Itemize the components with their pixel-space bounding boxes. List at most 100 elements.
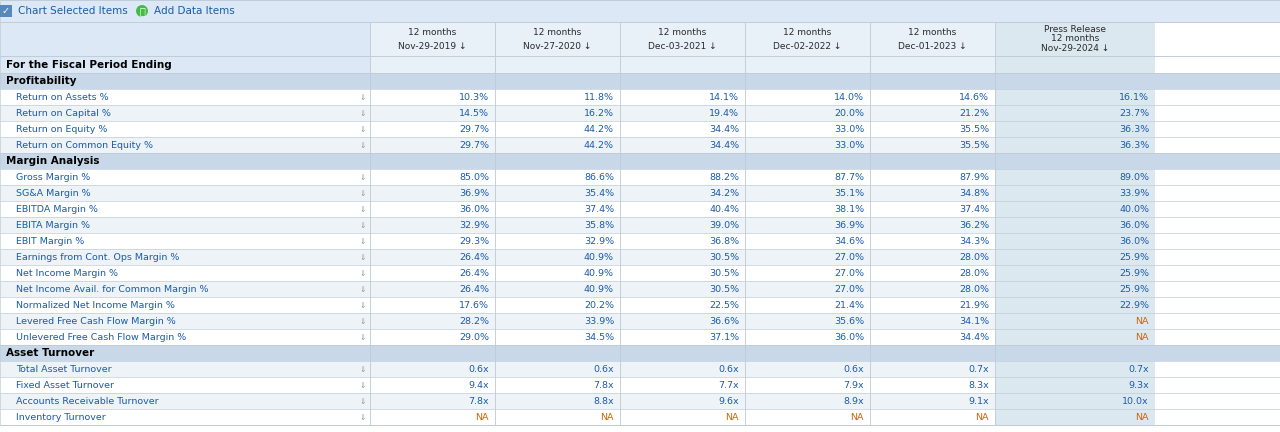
Bar	[0, 265, 349, 281]
Text: Levered Free Cash Flow Margin %: Levered Free Cash Flow Margin %	[15, 317, 175, 325]
Bar	[0, 153, 1280, 169]
Text: 8.8x: 8.8x	[594, 397, 614, 406]
Text: 0.6x: 0.6x	[844, 365, 864, 374]
Text: 29.3%: 29.3%	[458, 236, 489, 245]
Text: ⇓: ⇓	[360, 140, 366, 149]
Text: 25.9%: 25.9%	[1119, 269, 1149, 277]
Bar	[349, 393, 370, 409]
Bar	[0, 201, 349, 217]
Text: Return on Equity %: Return on Equity %	[15, 124, 108, 133]
Text: 34.4%: 34.4%	[959, 333, 989, 342]
Text: Fixed Asset Turnover: Fixed Asset Turnover	[15, 381, 114, 390]
Text: Gross Margin %: Gross Margin %	[15, 172, 91, 181]
Text: NA: NA	[726, 413, 739, 422]
Bar	[370, 22, 495, 56]
Text: 28.0%: 28.0%	[959, 269, 989, 277]
Bar	[0, 329, 349, 345]
Text: 27.0%: 27.0%	[835, 269, 864, 277]
Bar	[370, 105, 495, 121]
Text: 28.0%: 28.0%	[959, 252, 989, 261]
Bar	[0, 137, 349, 153]
Text: 25.9%: 25.9%	[1119, 285, 1149, 293]
Bar	[349, 249, 370, 265]
Bar	[995, 409, 1155, 425]
Text: 30.5%: 30.5%	[709, 269, 739, 277]
Bar	[0, 377, 349, 393]
Text: 85.0%: 85.0%	[460, 172, 489, 181]
Bar	[349, 137, 370, 153]
Bar	[745, 137, 870, 153]
Text: 9.3x: 9.3x	[1128, 381, 1149, 390]
Bar	[349, 329, 370, 345]
Bar	[995, 361, 1155, 377]
Text: 40.9%: 40.9%	[584, 252, 614, 261]
Bar	[495, 169, 620, 185]
Bar	[495, 89, 620, 105]
Text: 36.9%: 36.9%	[458, 188, 489, 197]
Bar	[995, 297, 1155, 313]
Text: 44.2%: 44.2%	[584, 140, 614, 149]
Bar	[745, 233, 870, 249]
Text: 26.4%: 26.4%	[460, 285, 489, 293]
Text: 9.1x: 9.1x	[969, 397, 989, 406]
Text: ⇓: ⇓	[360, 124, 366, 133]
Bar	[0, 409, 349, 425]
Text: Dec-02-2022 ↓: Dec-02-2022 ↓	[773, 42, 842, 51]
Bar	[495, 281, 620, 297]
Text: 32.9%: 32.9%	[584, 236, 614, 245]
Bar	[870, 169, 995, 185]
Text: 21.4%: 21.4%	[835, 301, 864, 309]
Bar	[349, 201, 370, 217]
Bar	[995, 393, 1155, 409]
Bar	[0, 89, 349, 105]
Text: 36.0%: 36.0%	[1119, 236, 1149, 245]
Bar	[0, 313, 349, 329]
Bar	[745, 377, 870, 393]
Text: 35.6%: 35.6%	[833, 317, 864, 325]
Text: 12 months: 12 months	[658, 29, 707, 38]
Bar	[495, 297, 620, 313]
Text: 36.3%: 36.3%	[1119, 140, 1149, 149]
Text: Asset Turnover: Asset Turnover	[6, 348, 95, 358]
Bar	[370, 313, 495, 329]
Text: 7.8x: 7.8x	[594, 381, 614, 390]
Text: Add Data Items: Add Data Items	[154, 6, 234, 16]
Bar	[870, 313, 995, 329]
Text: 7.9x: 7.9x	[844, 381, 864, 390]
Text: 0.6x: 0.6x	[594, 365, 614, 374]
Text: NA: NA	[600, 413, 614, 422]
Bar	[620, 169, 745, 185]
Text: 87.9%: 87.9%	[959, 172, 989, 181]
Text: 34.8%: 34.8%	[959, 188, 989, 197]
Text: 9.6x: 9.6x	[718, 397, 739, 406]
Text: 36.0%: 36.0%	[1119, 220, 1149, 229]
Bar	[995, 22, 1155, 56]
Text: 36.3%: 36.3%	[1119, 124, 1149, 133]
Bar	[870, 56, 995, 73]
Text: 14.1%: 14.1%	[709, 92, 739, 102]
Text: 36.9%: 36.9%	[833, 220, 864, 229]
Text: 30.5%: 30.5%	[709, 285, 739, 293]
Text: 36.8%: 36.8%	[709, 236, 739, 245]
Text: 34.4%: 34.4%	[709, 124, 739, 133]
Text: 34.5%: 34.5%	[584, 333, 614, 342]
Bar	[620, 297, 745, 313]
Bar	[370, 329, 495, 345]
Text: 0.6x: 0.6x	[718, 365, 739, 374]
Text: 12 months: 12 months	[783, 29, 832, 38]
Bar	[870, 105, 995, 121]
Bar	[370, 393, 495, 409]
Text: SG&A Margin %: SG&A Margin %	[15, 188, 91, 197]
Text: Net Income Avail. for Common Margin %: Net Income Avail. for Common Margin %	[15, 285, 209, 293]
Text: 8.3x: 8.3x	[968, 381, 989, 390]
Text: 12 months: 12 months	[909, 29, 956, 38]
Bar	[870, 361, 995, 377]
Text: 35.5%: 35.5%	[959, 124, 989, 133]
Bar	[349, 313, 370, 329]
Text: 0.7x: 0.7x	[1129, 365, 1149, 374]
Bar	[745, 361, 870, 377]
Bar	[495, 361, 620, 377]
Bar	[745, 169, 870, 185]
Bar	[620, 233, 745, 249]
Bar	[995, 217, 1155, 233]
